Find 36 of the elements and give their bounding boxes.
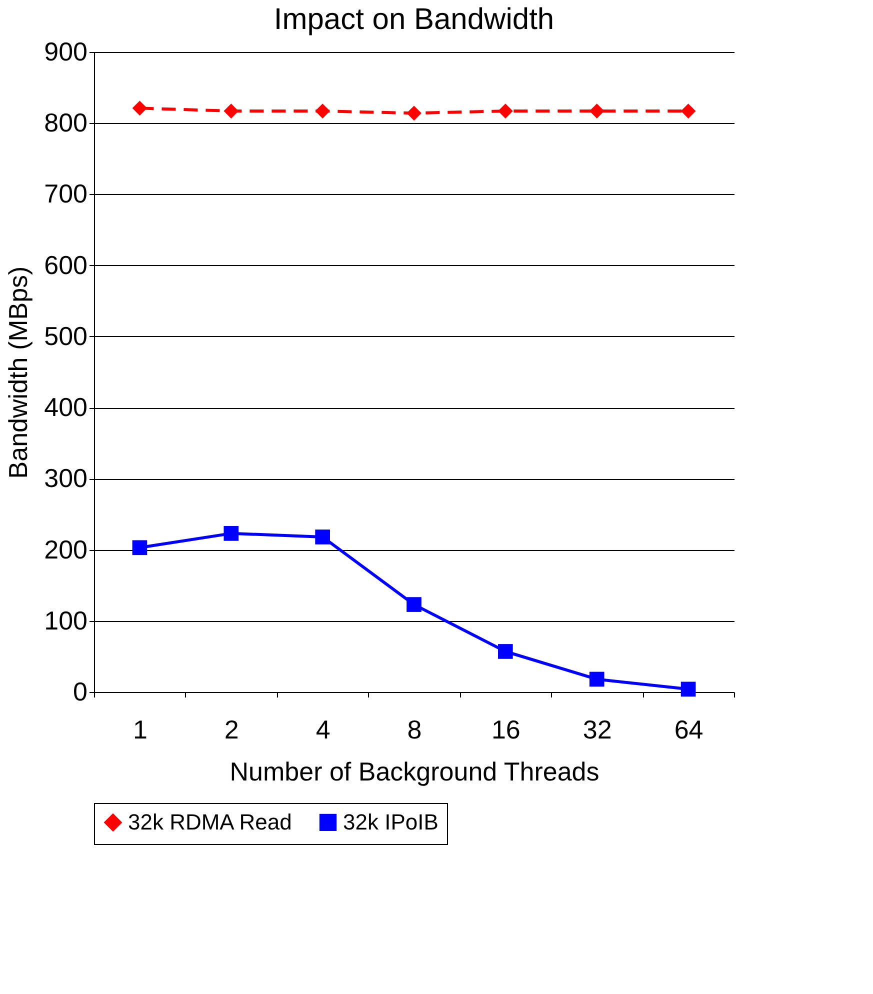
point bbox=[680, 682, 696, 697]
point bbox=[315, 530, 330, 544]
point bbox=[589, 672, 604, 687]
y-tick-label: 200 bbox=[44, 534, 88, 564]
point bbox=[498, 104, 513, 118]
point bbox=[132, 540, 148, 556]
legend-label: 32k RDMA Read bbox=[128, 809, 292, 834]
x-tick-label: 2 bbox=[224, 714, 239, 744]
y-tick-label: 700 bbox=[44, 178, 88, 209]
y-tick-label: 800 bbox=[44, 108, 88, 138]
x-tick-label: 1 bbox=[132, 714, 148, 744]
point bbox=[315, 104, 330, 118]
legend-label: 32k IPoIB bbox=[343, 809, 438, 834]
point bbox=[680, 104, 696, 118]
point bbox=[406, 106, 422, 121]
x-tick-label: 16 bbox=[491, 714, 520, 744]
point bbox=[132, 100, 148, 116]
y-tick-label: 0 bbox=[73, 676, 88, 706]
point bbox=[224, 526, 239, 541]
x-tick-label: 32 bbox=[582, 714, 612, 744]
point bbox=[406, 597, 422, 612]
x-tick-label: 64 bbox=[674, 714, 704, 744]
x-axis-title: Number of Background Threads bbox=[230, 756, 600, 786]
y-axis-title: Bandwidth (MBps) bbox=[3, 266, 34, 479]
y-tick-label: 400 bbox=[44, 392, 88, 422]
x-tick-label: 4 bbox=[316, 714, 330, 744]
y-tick-label: 300 bbox=[44, 463, 88, 494]
y-tick-label: 900 bbox=[44, 36, 88, 66]
point bbox=[589, 104, 604, 118]
chart-title: Impact on Bandwidth bbox=[274, 3, 554, 36]
y-tick-label: 100 bbox=[44, 605, 88, 636]
point bbox=[224, 104, 239, 118]
x-tick-label: 8 bbox=[407, 714, 422, 744]
point bbox=[498, 644, 513, 659]
y-tick-label: 600 bbox=[44, 250, 88, 280]
y-tick-label: 500 bbox=[44, 320, 88, 351]
